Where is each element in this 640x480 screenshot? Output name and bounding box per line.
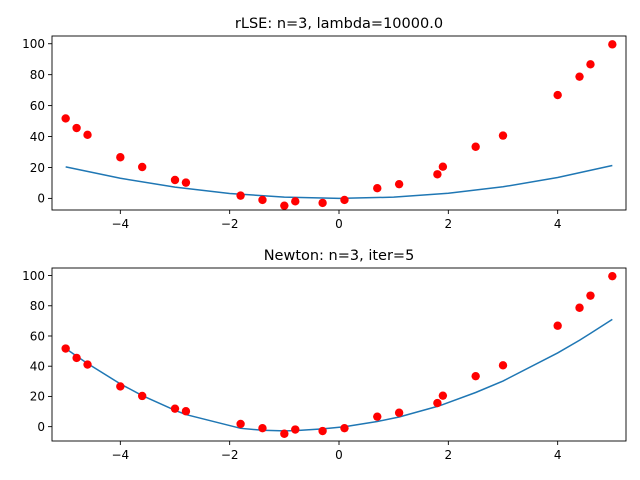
data-point [433,170,442,179]
chart-title: Newton: n=3, iter=5 [264,248,415,264]
data-point [61,114,70,123]
data-point [236,191,245,200]
data-point [318,426,327,436]
data-point [280,201,289,210]
data-point [170,404,180,413]
data-point [498,131,508,140]
data-point [373,412,382,421]
x-tick-label: 0 [335,217,343,231]
data-point [258,423,267,433]
data-point [575,303,584,312]
data-point [340,423,349,433]
x-tick-label: −4 [111,448,129,462]
data-point [291,425,300,434]
y-tick-label: 80 [30,68,45,82]
y-tick-label: 40 [30,360,45,374]
data-point [116,382,125,391]
data-point [83,130,92,140]
data-point [471,371,480,381]
x-tick-label: 2 [445,217,453,231]
data-point [138,162,147,172]
data-point [586,291,595,300]
y-tick-label: 0 [37,192,45,206]
data-point [236,419,245,429]
chart-title: rLSE: n=3, lambda=10000.0 [235,16,443,32]
data-point [258,195,267,205]
data-point [553,321,562,330]
data-point [586,60,595,69]
data-point [433,398,442,408]
x-tick-label: −2 [221,448,239,462]
data-point [608,40,617,49]
data-point [83,360,92,369]
x-tick-label: 4 [554,448,562,462]
y-tick-label: 60 [30,99,45,113]
data-point [553,90,562,100]
data-point [438,162,448,171]
data-point [138,391,147,401]
data-point [340,195,349,205]
y-tick-label: 20 [30,390,45,404]
y-tick-label: 100 [22,269,45,283]
data-point [575,72,584,81]
data-point [394,408,404,417]
chart-rlse: rLSE: n=3, lambda=10000.0−4 −2 0 2 402040608… [22,16,627,231]
data-point [181,407,191,416]
data-point [280,429,289,438]
data-point [72,353,81,363]
data-point [61,344,70,353]
fit-line [65,164,613,200]
y-tick-label: 80 [30,299,45,313]
y-tick-label: 0 [37,420,45,434]
x-tick-label: 2 [445,448,453,462]
data-point [373,183,382,193]
axes-frame [51,267,627,442]
data-point [394,179,404,189]
x-tick-label: 0 [335,448,343,462]
x-tick-label: −2 [221,217,239,231]
data-point [181,178,191,187]
x-tick-label: −4 [111,217,129,231]
data-point [318,198,327,208]
y-tick-label: 100 [22,37,45,51]
data-point [72,123,81,133]
data-point [116,153,125,162]
data-point [170,175,180,185]
data-point [471,142,480,151]
data-point [498,361,508,370]
y-tick-label: 60 [30,329,45,343]
y-tick-label: 40 [30,130,45,144]
data-point [291,197,300,206]
fit-line [65,318,613,432]
y-tick-label: 20 [30,161,45,175]
data-point [608,271,617,281]
data-point [438,391,448,400]
x-tick-label: 4 [554,217,562,231]
axes-frame [51,35,627,211]
